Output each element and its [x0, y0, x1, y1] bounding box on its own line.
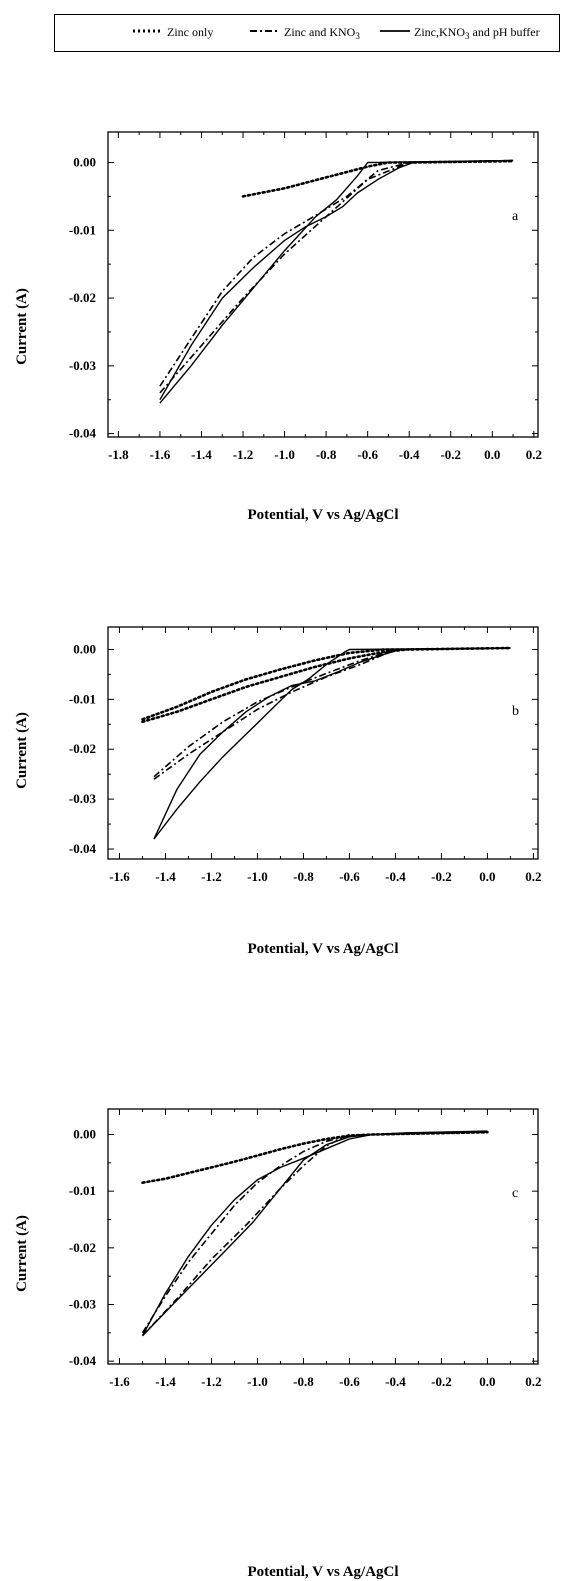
- y-tick-label: -0.01: [69, 691, 96, 706]
- y-axis-label: Current (A): [13, 288, 30, 365]
- plot-area-a: -1.8 -1.6 -1.4 -1.2 -1.0 -0.8 -0.6 -0.4 -0.2 0.0 0…: [69, 131, 542, 462]
- x-axis-label: Potential, V vs Ag/AgCl: [247, 507, 399, 523]
- series-line: [159, 159, 514, 387]
- y-tick-label: -0.02: [69, 1240, 96, 1255]
- series-line: [159, 159, 514, 404]
- x-tick-label: 0.2: [525, 1374, 541, 1389]
- x-tick-label: -0.4: [399, 447, 420, 462]
- x-tick-label: -0.6: [357, 447, 378, 462]
- series-line: [141, 1130, 488, 1337]
- x-tick-label: -1.2: [233, 447, 254, 462]
- y-tick-label: -0.02: [69, 290, 96, 305]
- chart-panel-c: -1.6 -1.4 -1.2 -1.0 -0.8 -0.6 -0.4 -0.2 0.0 0.2 0.…: [0, 1097, 569, 1580]
- x-tick-label: -0.6: [339, 869, 360, 884]
- chart-panel-b: -1.6 -1.4 -1.2 -1.0 -0.8 -0.6 -0.4 -0.2 0.0 0.2 0.…: [0, 617, 569, 1047]
- chart-panel-a: -1.8 -1.6 -1.4 -1.2 -1.0 -0.8 -0.6 -0.4 -0.2 0.0 0…: [0, 120, 569, 550]
- x-tick-label: 0.2: [526, 447, 542, 462]
- series-line: [153, 647, 511, 840]
- panel-letter: b: [512, 704, 519, 719]
- x-tick-label: -1.2: [201, 869, 222, 884]
- x-tick-label: -1.4: [155, 869, 176, 884]
- y-tick-label: -0.04: [69, 426, 97, 441]
- x-tick-label: -0.6: [339, 1374, 360, 1389]
- y-tick-label: -0.01: [69, 222, 96, 237]
- x-tick-label: -0.4: [385, 869, 406, 884]
- x-tick-label: 0.0: [479, 869, 495, 884]
- plot-frame: [107, 131, 539, 438]
- series-line: [159, 159, 514, 401]
- y-axis-label: Current (A): [13, 712, 30, 789]
- legend-label: Zinc,KNO3 and pH buffer: [414, 25, 540, 41]
- y-axis-label: Current (A): [13, 1215, 30, 1292]
- y-tick-label: -0.03: [69, 791, 97, 806]
- series-line: [141, 646, 512, 721]
- series-line: [141, 648, 409, 724]
- x-tick-label: -1.4: [155, 1374, 176, 1389]
- x-tick-label: -0.4: [385, 1374, 406, 1389]
- series-line: [141, 1133, 350, 1337]
- x-axis-label: Potential, V vs Ag/AgCl: [247, 941, 399, 957]
- y-tick-label: -0.01: [69, 1183, 96, 1198]
- x-tick-label: 0.0: [484, 447, 500, 462]
- x-tick-label: -0.2: [440, 447, 461, 462]
- y-tick-label: -0.03: [69, 358, 97, 373]
- x-tick-label: -0.8: [316, 447, 337, 462]
- x-axis-label: Potential, V vs Ag/AgCl: [247, 1564, 399, 1580]
- series-line: [141, 1131, 488, 1334]
- x-tick-label: -1.0: [274, 447, 295, 462]
- panel-letter: c: [512, 1186, 518, 1201]
- chart-legend: Zinc only Zinc and KNO3 Zinc,KNO3 and pH b…: [54, 14, 560, 52]
- y-tick-label: -0.02: [69, 741, 96, 756]
- y-tick-label: -0.04: [69, 841, 97, 856]
- x-tick-label: -0.8: [293, 1374, 314, 1389]
- y-tick-label: 0.00: [73, 155, 96, 170]
- series-line: [153, 648, 396, 780]
- x-tick-label: -1.6: [109, 869, 130, 884]
- y-tick-label: -0.03: [69, 1297, 97, 1312]
- x-tick-label: -1.6: [150, 447, 171, 462]
- series-line: [159, 161, 410, 394]
- x-tick-label: -1.6: [109, 1374, 130, 1389]
- y-tick-label: 0.00: [73, 641, 96, 656]
- x-tick-label: -0.2: [431, 869, 452, 884]
- legend-label: Zinc and KNO3: [284, 25, 360, 41]
- plot-frame: [107, 1108, 539, 1365]
- series-line: [153, 647, 511, 778]
- panel-letter: a: [512, 209, 519, 224]
- series-line: [141, 1130, 489, 1184]
- x-tick-label: -1.8: [108, 447, 129, 462]
- x-tick-label: -1.0: [247, 1374, 268, 1389]
- x-tick-label: -0.8: [293, 869, 314, 884]
- series-line: [141, 1131, 488, 1337]
- x-tick-label: 0.0: [479, 1374, 495, 1389]
- legend-label: Zinc only: [167, 25, 213, 39]
- series-line: [153, 647, 511, 840]
- x-tick-label: 0.2: [525, 869, 541, 884]
- plot-area-c: -1.6 -1.4 -1.2 -1.0 -0.8 -0.6 -0.4 -0.2 0.0 0.2 0.…: [69, 1108, 542, 1389]
- legend-svg: Zinc only Zinc and KNO3 Zinc,KNO3 and pH b…: [133, 25, 540, 41]
- y-tick-label: 0.00: [73, 1127, 96, 1142]
- x-tick-label: -1.2: [201, 1374, 222, 1389]
- y-tick-label: -0.04: [69, 1353, 97, 1368]
- plot-frame: [107, 626, 539, 860]
- x-tick-label: -0.2: [431, 1374, 452, 1389]
- plot-area-b: -1.6 -1.4 -1.2 -1.0 -0.8 -0.6 -0.4 -0.2 0.0 0.2 0.…: [69, 626, 542, 884]
- x-tick-label: -1.0: [247, 869, 268, 884]
- x-tick-label: -1.4: [191, 447, 212, 462]
